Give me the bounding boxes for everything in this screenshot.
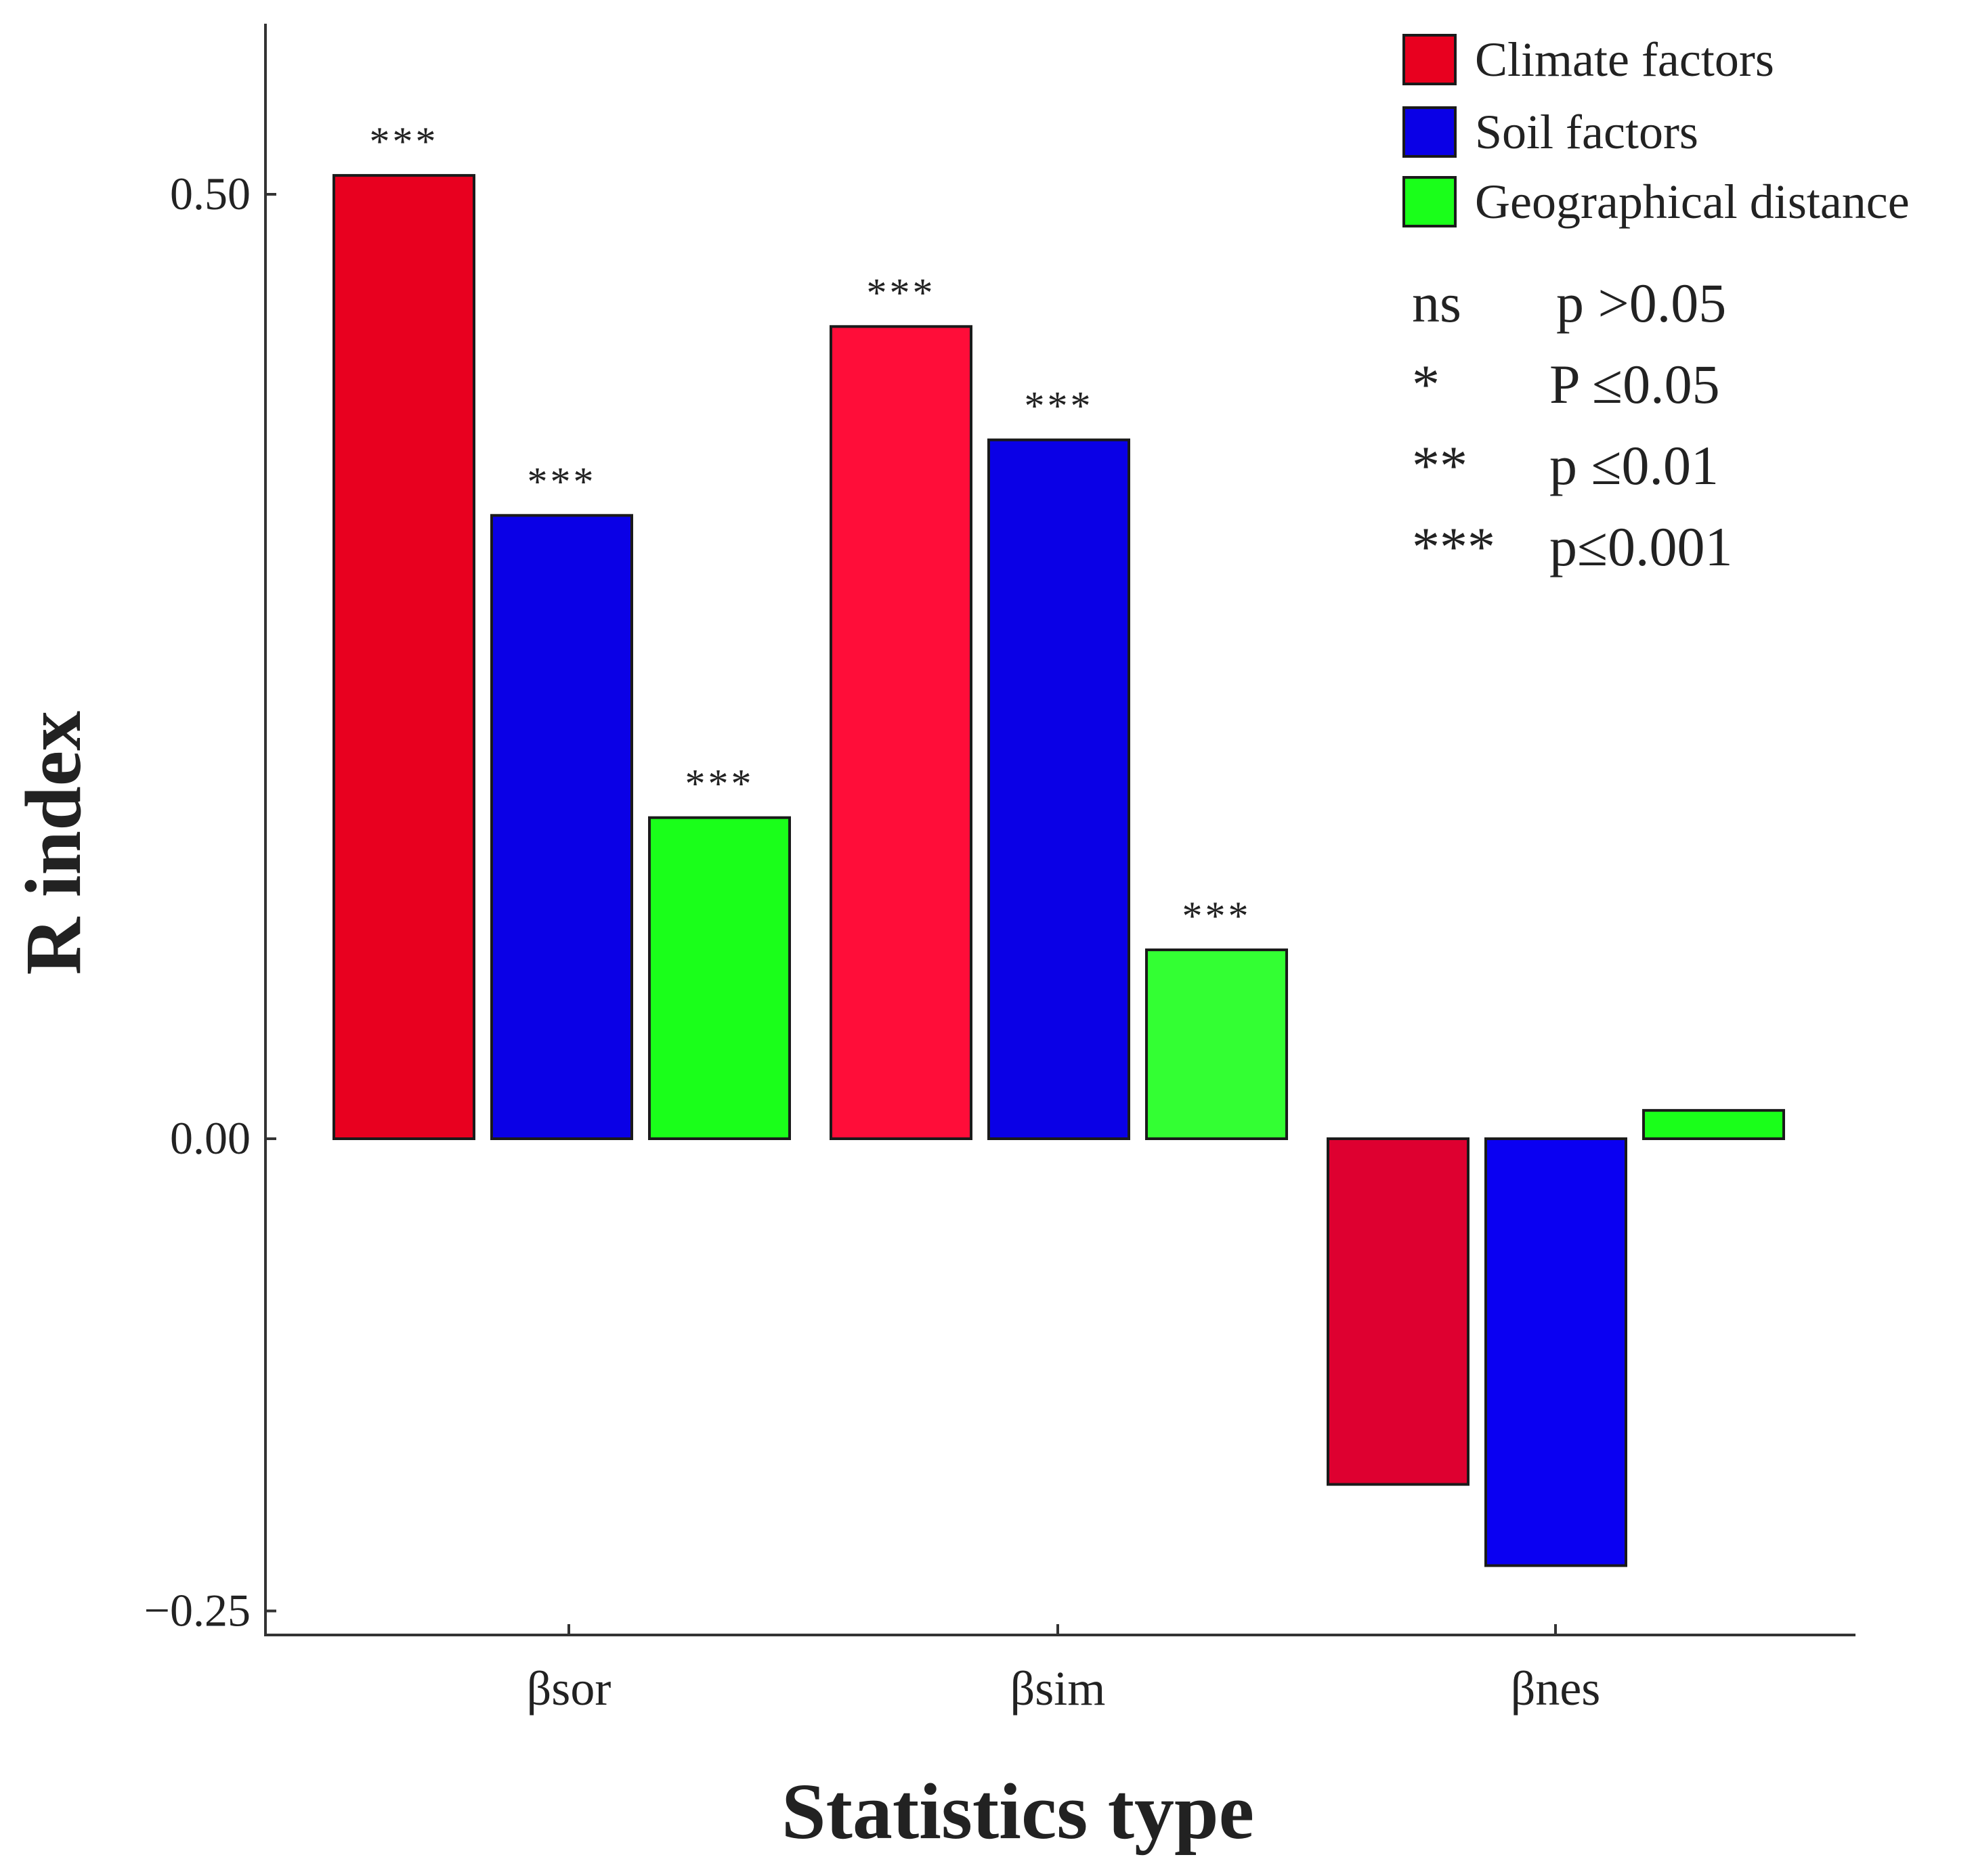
- bar: [490, 514, 633, 1140]
- significance-key-symbol: ***: [1412, 516, 1495, 577]
- bar: [1327, 1137, 1469, 1486]
- significance-key-condition: p ≤0.01: [1549, 435, 1719, 496]
- significance-key-symbol: *: [1412, 353, 1440, 415]
- y-tick-label: −0.25: [144, 1585, 251, 1636]
- significance-mark: ***: [1025, 384, 1094, 429]
- legend-swatch: [1402, 106, 1457, 158]
- x-tick-label: βsor: [527, 1661, 611, 1716]
- bar: [1642, 1109, 1785, 1141]
- y-axis-title: R index: [9, 711, 98, 975]
- significance-key-condition: p≤0.001: [1549, 516, 1733, 577]
- significance-mark: ***: [370, 119, 439, 164]
- bar: [987, 438, 1130, 1141]
- legend-label: Soil factors: [1475, 105, 1698, 159]
- bar: [648, 816, 791, 1140]
- bars: [332, 174, 1785, 1567]
- significance-key-condition: P ≤0.05: [1549, 353, 1720, 415]
- bar: [1484, 1137, 1627, 1567]
- significance-key-symbol: ns: [1412, 272, 1461, 334]
- bar: [830, 325, 972, 1140]
- x-axis-title: Statistics type: [781, 1767, 1254, 1856]
- significance-mark: ***: [685, 762, 754, 806]
- significance-labels: *** *** *** *** *** ***: [370, 119, 1251, 938]
- significance-mark: ***: [528, 459, 597, 504]
- legend-label: Climate factors: [1475, 32, 1774, 87]
- legend-label: Geographical distance: [1475, 175, 1910, 229]
- x-tick-label: βsim: [1010, 1661, 1106, 1716]
- significance-key-symbol: **: [1412, 435, 1467, 496]
- significance-mark: ***: [1182, 894, 1251, 938]
- plot-axes: [264, 24, 1855, 1636]
- y-ticks: 0.50 0.00 −0.25: [144, 168, 276, 1636]
- x-ticks: βsor βsim βnes: [527, 1624, 1601, 1716]
- y-tick-label: 0.00: [170, 1112, 251, 1164]
- significance-key: ns p >0.05 * P ≤0.05 ** p ≤0.01 *** p≤0.001: [1412, 272, 1733, 577]
- bar: [1145, 948, 1288, 1140]
- legend: Climate factors Soil factors Geographical …: [1402, 32, 1910, 229]
- legend-swatch: [1402, 34, 1457, 85]
- legend-swatch: [1402, 176, 1457, 227]
- significance-key-condition: p >0.05: [1556, 272, 1726, 334]
- x-tick-label: βnes: [1511, 1661, 1601, 1716]
- significance-mark: ***: [867, 270, 936, 315]
- bar: [332, 174, 475, 1141]
- y-tick-label: 0.50: [170, 168, 251, 219]
